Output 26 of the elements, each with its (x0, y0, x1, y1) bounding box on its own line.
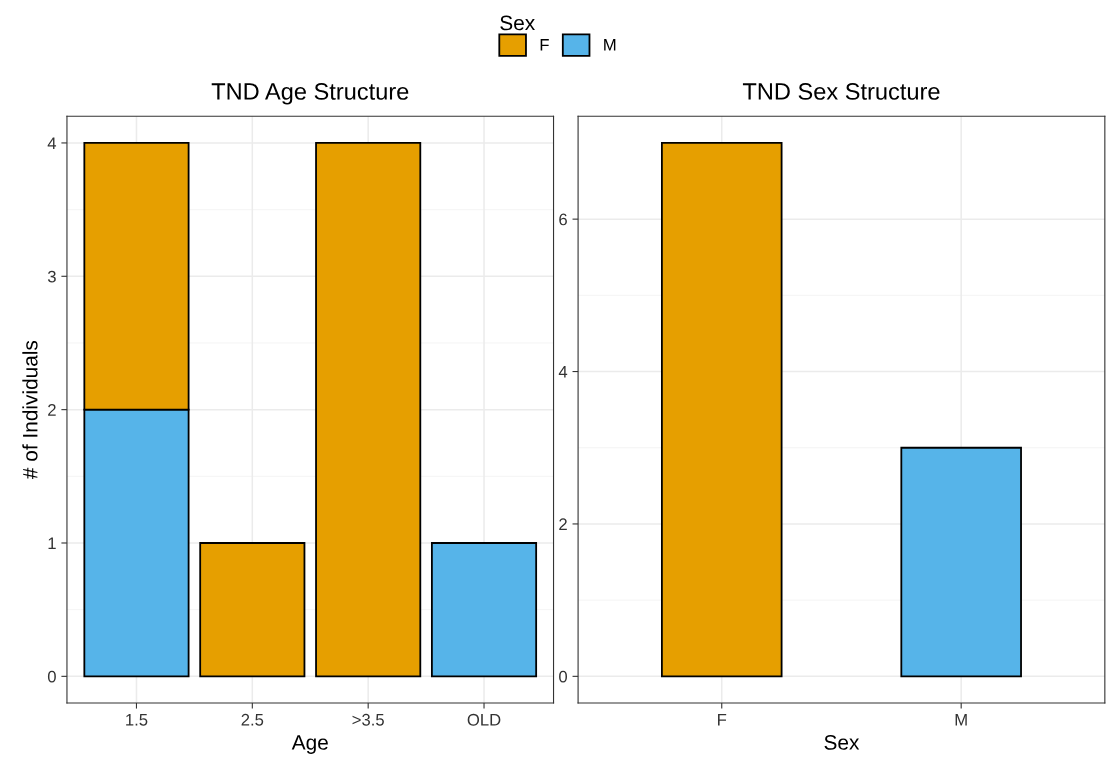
y-tick-label: 6 (559, 213, 567, 226)
bar (430, 542, 538, 678)
y-tick-label: 1 (48, 537, 56, 550)
y-tick-label: 3 (47, 270, 56, 283)
legend-label: F (540, 39, 549, 51)
y-tick-label: 2 (559, 518, 567, 530)
x-axis-title: Age (291, 735, 328, 754)
x-axis-title: Sex (824, 735, 860, 750)
y-axis-title: # of Individuals (22, 340, 38, 480)
x-tick-label: 2.5 (241, 713, 264, 726)
x-tick-label: >3.5 (352, 713, 384, 726)
y-tick-label: 4 (47, 137, 57, 149)
y-tick-label: 2 (48, 404, 56, 416)
legend-label: M (604, 39, 616, 51)
chart-title: TND Age Structure (211, 83, 409, 105)
x-tick-label: M (955, 714, 967, 726)
y-tick-label: 4 (558, 366, 568, 378)
y-tick-label: 0 (47, 670, 56, 683)
bar (315, 142, 422, 678)
bar (199, 542, 306, 678)
chart-title: TND Sex Structure (742, 83, 940, 100)
legend-title: Sex (500, 15, 535, 31)
y-tick-label: 0 (559, 670, 568, 683)
x-tick-label: OLD (467, 713, 501, 726)
x-tick-label: 1.5 (126, 714, 148, 726)
x-tick-label: F (718, 714, 727, 726)
